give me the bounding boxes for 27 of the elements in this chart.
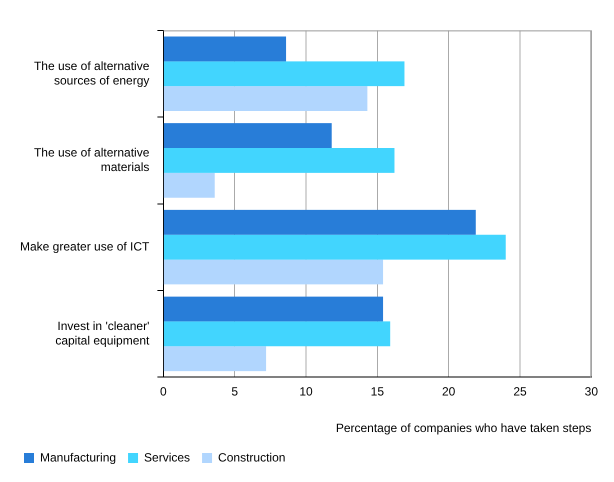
legend-label: Construction	[218, 450, 286, 464]
y-tick-label: The use of alternative sources of energy	[34, 58, 150, 88]
x-tick-label: 30	[584, 384, 598, 399]
x-tick-label: 0	[160, 384, 168, 399]
bar	[164, 123, 332, 148]
bar	[164, 36, 286, 62]
legend-label: Services	[144, 450, 190, 464]
legend-label: Manufacturing	[40, 450, 116, 464]
bar	[164, 172, 215, 198]
bar	[164, 321, 390, 346]
x-axis-title: Percentage of companies who have taken steps	[336, 421, 592, 436]
y-tick-label: The use of alternative materials	[34, 146, 150, 174]
bar	[164, 210, 476, 235]
x-tick-label: 25	[513, 384, 527, 399]
bar	[164, 234, 506, 260]
bar	[164, 148, 394, 173]
x-tick-label: 5	[231, 384, 238, 399]
x-tick-label: 10	[299, 384, 314, 399]
x-tick-label: 20	[442, 384, 456, 399]
bar	[164, 296, 384, 322]
y-tick-label: Invest in 'cleaner' capital equipment	[55, 318, 150, 348]
bar	[164, 61, 404, 86]
y-tick-label: Make greater use of ICT	[20, 239, 150, 254]
bar	[164, 260, 384, 284]
bar	[164, 346, 266, 372]
x-tick-label: 15	[370, 384, 384, 399]
bar	[164, 86, 368, 112]
